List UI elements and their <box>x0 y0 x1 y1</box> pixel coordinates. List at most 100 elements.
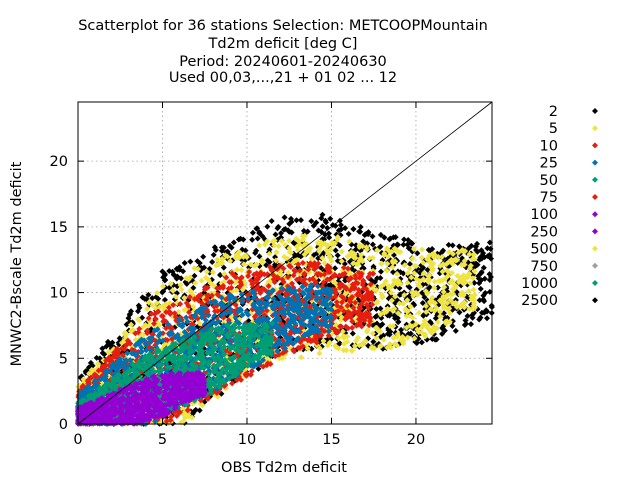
scatter-point <box>187 287 194 294</box>
scatter-point <box>209 269 216 276</box>
scatter-point <box>155 295 162 302</box>
scatter-point <box>145 299 152 306</box>
scatter-point <box>235 236 242 243</box>
scatter-point <box>308 345 315 352</box>
scatter-point <box>328 258 335 265</box>
scatter-point <box>351 342 358 349</box>
scatter-point <box>101 351 108 358</box>
scatter-point <box>288 249 295 256</box>
scatter-point <box>415 335 422 342</box>
scatter-point <box>471 300 478 307</box>
scatter-point <box>378 260 385 267</box>
scatter-point <box>318 215 325 222</box>
scatter-point <box>256 242 263 249</box>
scatter-point <box>412 320 419 327</box>
scatter-point <box>334 257 341 264</box>
scatter-point <box>308 218 315 225</box>
scatter-point <box>286 245 293 252</box>
scatter-point <box>469 255 476 262</box>
scatter-point <box>252 249 259 256</box>
scatter-point <box>461 261 468 268</box>
scatter-point <box>196 260 203 267</box>
scatter-point <box>227 258 234 265</box>
scatter-point <box>468 296 475 303</box>
scatter-point <box>411 270 418 277</box>
scatter-point <box>411 335 418 342</box>
scatter-points <box>75 211 495 427</box>
scatter-point <box>419 246 426 253</box>
scatter-point <box>378 291 385 298</box>
scatter-point <box>87 359 94 366</box>
scatter-point <box>452 327 459 334</box>
scatter-point <box>337 222 344 229</box>
scatter-point <box>278 230 285 237</box>
scatter-point <box>405 236 412 243</box>
scatter-point <box>419 300 426 307</box>
scatter-point <box>408 274 415 281</box>
scatter-point <box>384 260 391 267</box>
scatter-point <box>420 270 427 277</box>
scatter-point <box>325 230 332 237</box>
scatter-point <box>181 306 188 313</box>
scatter-point <box>418 339 425 346</box>
scatter-point <box>240 261 247 268</box>
scatter-point <box>440 288 447 295</box>
scatter-point <box>438 254 445 261</box>
scatter-point <box>439 330 446 337</box>
scatter-point <box>461 322 468 329</box>
scatter-point <box>139 294 146 301</box>
scatter-point <box>420 276 427 283</box>
scatter-point <box>357 223 364 230</box>
scatter-point <box>471 291 478 298</box>
scatter-point <box>455 249 462 256</box>
scatter-point <box>377 231 384 238</box>
scatter-point <box>390 323 397 330</box>
scatter-point <box>480 264 487 271</box>
scatter-point <box>384 305 391 312</box>
scatter-point <box>327 246 334 253</box>
scatter-point <box>410 246 417 253</box>
scatter-point <box>273 249 280 256</box>
scatter-point <box>446 249 453 256</box>
scatter-point <box>364 240 371 247</box>
scatter-point <box>353 337 360 344</box>
scatter-point <box>402 306 409 313</box>
scatter-point <box>441 284 448 291</box>
scatter-point <box>449 278 456 285</box>
scatter-point <box>180 268 187 275</box>
scatter-point <box>434 319 441 326</box>
scatter-point <box>406 265 413 272</box>
scatter-point <box>160 288 167 295</box>
scatter-point <box>336 340 343 347</box>
scatter-point <box>459 247 466 254</box>
scatter-point <box>414 291 421 298</box>
chart-title: Scatterplot for 36 stations Selection: M… <box>78 18 488 86</box>
scatter-point <box>349 347 356 354</box>
scatter-point <box>261 241 268 248</box>
scatter-point <box>350 226 357 233</box>
scatter-point <box>210 282 217 289</box>
scatter-point <box>451 282 458 289</box>
scatter-point <box>181 259 188 266</box>
scatter-point <box>349 330 356 337</box>
scatter-point <box>230 239 237 246</box>
scatter-point <box>389 264 396 271</box>
scatter-point <box>319 223 326 230</box>
scatter-point <box>352 246 359 253</box>
scatter-point <box>159 313 166 320</box>
scatter-point <box>425 277 432 284</box>
scatter-point <box>418 254 425 261</box>
scatter-point <box>374 275 381 282</box>
scatter-point <box>377 243 384 250</box>
scatter-point <box>462 317 469 324</box>
scatter-point <box>192 406 199 413</box>
scatter-point <box>406 284 413 291</box>
scatter-point <box>327 281 334 288</box>
scatter-point <box>429 246 436 253</box>
scatter-point <box>177 282 184 289</box>
scatter-point <box>388 297 395 304</box>
scatter-point <box>374 247 381 254</box>
scatter-point <box>403 313 410 320</box>
scatter-point <box>429 336 436 343</box>
